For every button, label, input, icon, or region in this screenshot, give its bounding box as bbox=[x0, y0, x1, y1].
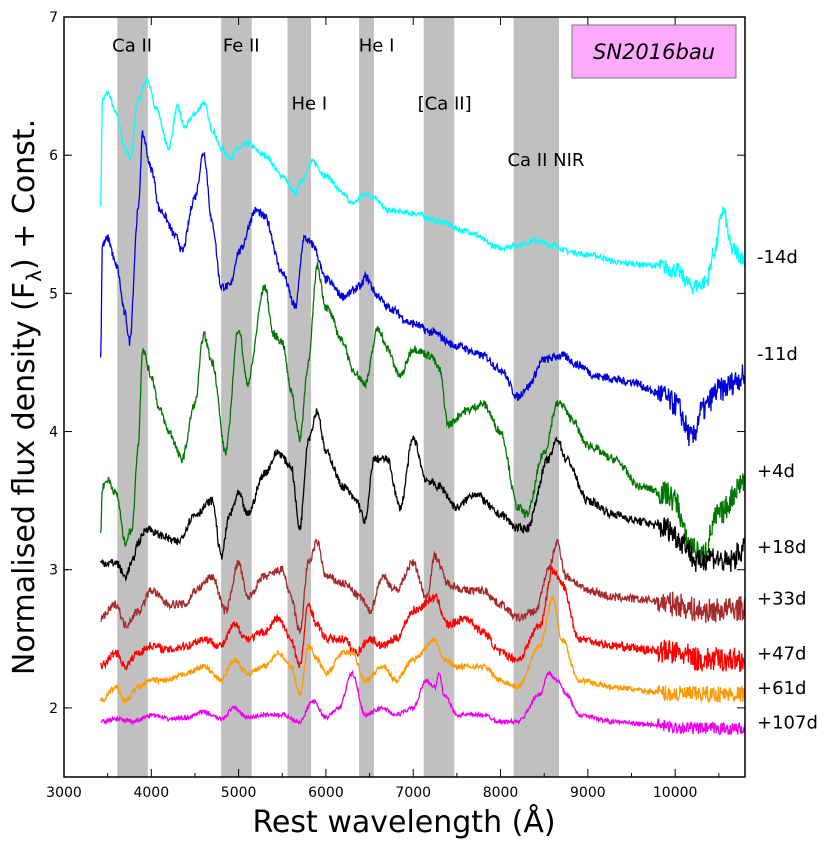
band-label-5: Ca II NIR bbox=[507, 150, 584, 171]
x-tick-label-7: 10000 bbox=[653, 785, 698, 801]
band-3 bbox=[359, 17, 374, 777]
band-labels: Ca II Fe II He I He I [Ca II] Ca II NIR bbox=[112, 36, 584, 172]
y-tick-label-3: 5 bbox=[49, 286, 58, 302]
chart-title: SN2016bau bbox=[593, 40, 715, 64]
x-tick-label-4: 7000 bbox=[395, 785, 431, 801]
epoch-label-4: +33d bbox=[757, 588, 806, 609]
epoch-label-6: +61d bbox=[757, 678, 806, 699]
band-label-0: Ca II bbox=[112, 36, 152, 57]
spectrum-5 bbox=[100, 566, 746, 673]
epoch-labels: -14d -11d +4d +18d +33d +47d +61d +107d bbox=[757, 247, 818, 734]
x-tick-label-0: 3000 bbox=[46, 785, 82, 801]
epoch-label-2: +4d bbox=[757, 461, 795, 482]
x-axis-title: Rest wavelength (Å) bbox=[252, 804, 555, 840]
epoch-label-1: -11d bbox=[757, 344, 798, 365]
spectrum-6 bbox=[100, 595, 746, 704]
y-tick-label-0: 2 bbox=[49, 701, 58, 717]
x-tick-label-2: 5000 bbox=[221, 785, 257, 801]
x-tick-label-3: 6000 bbox=[308, 785, 344, 801]
epoch-label-7: +107d bbox=[757, 713, 818, 734]
spectrum-4 bbox=[100, 538, 746, 634]
spectra-series bbox=[100, 76, 746, 736]
spectrum-2 bbox=[100, 261, 746, 566]
epoch-label-3: +18d bbox=[757, 537, 806, 558]
band-label-2: He I bbox=[292, 94, 328, 115]
line-id-bands bbox=[117, 17, 560, 777]
x-tick-label-6: 9000 bbox=[570, 785, 606, 801]
plot-frame bbox=[63, 16, 746, 778]
y-tick-label-1: 3 bbox=[49, 563, 58, 579]
y-axis-title: Normalised flux density (Fλ) + Const. bbox=[7, 119, 46, 675]
epoch-label-0: -14d bbox=[757, 247, 798, 268]
spectrum-7 bbox=[100, 669, 746, 736]
band-label-3: He I bbox=[359, 36, 395, 57]
sn-name-box: SN2016bau bbox=[571, 24, 737, 79]
x-tick-label-1: 4000 bbox=[133, 785, 169, 801]
spectrum-0 bbox=[100, 76, 746, 295]
spectrum-1 bbox=[100, 130, 746, 447]
epoch-label-5: +47d bbox=[757, 644, 806, 665]
y-tick-label-2: 4 bbox=[49, 425, 58, 441]
sn-name-box-bg bbox=[571, 24, 737, 79]
y-tick-label-4: 6 bbox=[49, 148, 58, 164]
x-tick-label-5: 8000 bbox=[483, 785, 519, 801]
band-label-1: Fe II bbox=[223, 36, 260, 57]
y-tick-label-5: 7 bbox=[49, 10, 58, 26]
band-label-4: [Ca II] bbox=[418, 94, 472, 115]
axis-ticks: 3000 4000 5000 6000 7000 8000 9000 10000 2 3 4 5 6 7 bbox=[46, 10, 745, 801]
spectrum-3 bbox=[100, 408, 746, 582]
